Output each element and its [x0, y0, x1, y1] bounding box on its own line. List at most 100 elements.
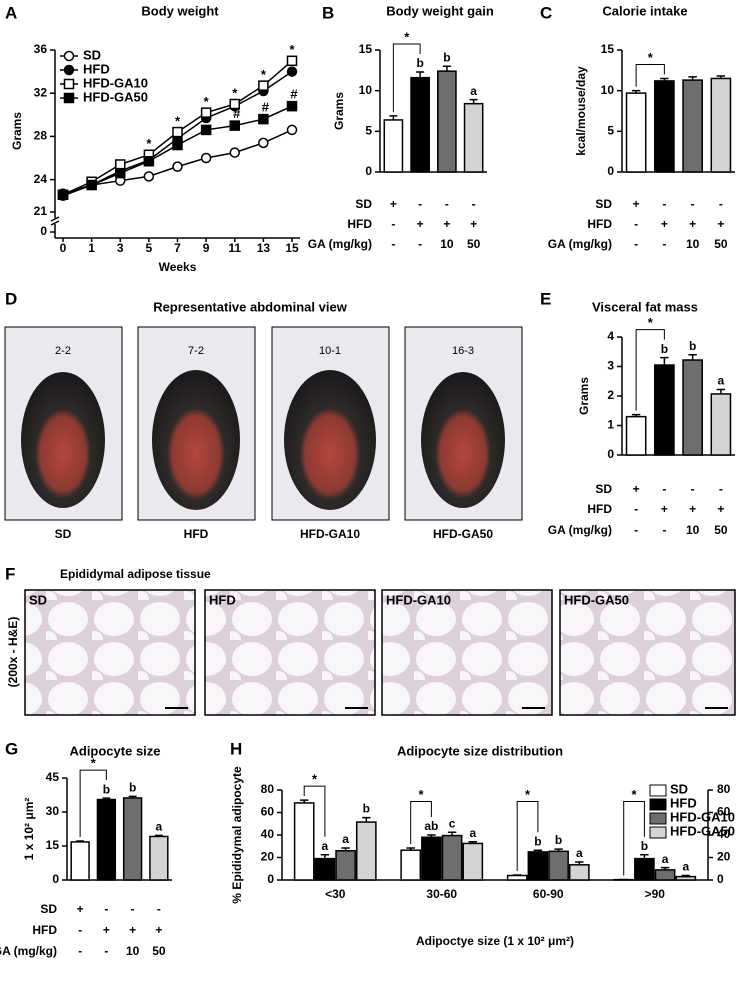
y-tick-label: 0: [267, 872, 274, 886]
x-tick-label: 5: [146, 241, 153, 255]
table-cell: +: [633, 482, 640, 496]
table-cell: -: [78, 923, 82, 937]
photo-tag: 2-2: [55, 345, 71, 357]
chart-title: Body weight gain: [386, 3, 494, 18]
significance-letter: b: [661, 342, 668, 356]
histology-image: [381, 589, 553, 716]
panel-letter: G: [5, 739, 18, 758]
table-cell: -: [391, 237, 395, 251]
table-cell: -: [157, 902, 161, 916]
bar: [682, 359, 703, 456]
histology-image: [559, 589, 736, 716]
bar: [463, 102, 484, 173]
error-bar: [102, 797, 111, 800]
table-cell: 50: [152, 944, 166, 958]
y-tick-label: 0: [607, 164, 614, 178]
significance-bracket: [303, 785, 326, 837]
table-cell: -: [634, 217, 638, 231]
chart-title: Body weight: [141, 3, 219, 18]
y-tick-label: 10: [359, 83, 373, 97]
annotation: *: [175, 114, 181, 129]
x-tick-label: 15: [285, 241, 299, 255]
bar: [437, 70, 457, 173]
significance-bracket: [79, 769, 107, 838]
marker: [286, 55, 298, 67]
significance-letter: b: [641, 839, 648, 853]
bar: [462, 842, 484, 881]
legend-swatch: [649, 826, 667, 839]
error-bar: [660, 356, 669, 366]
y-axis-label: Grams: [577, 377, 591, 415]
chart-title: Visceral fat mass: [592, 299, 698, 314]
bar: [383, 119, 404, 173]
error-bar: [716, 388, 726, 394]
photo-label: SD: [55, 527, 72, 541]
significance-letter: b: [129, 781, 136, 795]
legend-swatch: [649, 798, 667, 811]
significance-letter: a: [470, 84, 477, 98]
significance-label: *: [419, 787, 425, 802]
annotation: *: [146, 136, 152, 151]
y-tick-label: 0: [607, 447, 614, 461]
error-bar: [640, 853, 649, 859]
x-tick-label: 7: [174, 241, 181, 255]
bar: [70, 841, 90, 881]
marker: [258, 137, 269, 149]
legend-label: HFD-GA50: [670, 823, 735, 838]
error-bar: [299, 799, 309, 803]
marker: [258, 80, 269, 91]
error-bar: [660, 866, 670, 870]
panel-letter: C: [540, 3, 552, 22]
photo-tag: 7-2: [188, 345, 204, 357]
significance-label: *: [648, 315, 654, 330]
y-tick-label: 2: [607, 388, 614, 402]
table-cell: -: [131, 902, 135, 916]
y-tick-label: 3: [607, 359, 614, 373]
table-row-label: GA (mg/kg): [0, 944, 57, 958]
significance-letter: b: [443, 50, 450, 64]
chart-title: Adipocyte size: [69, 743, 160, 758]
table-row-label: SD: [595, 197, 612, 211]
table-cell: 10: [126, 944, 140, 958]
marker: [172, 126, 183, 138]
table-cell: +: [689, 502, 696, 516]
table-row-label: HFD: [587, 502, 612, 516]
error-bar: [533, 849, 543, 852]
table-cell: -: [634, 502, 638, 516]
annotation: *: [204, 94, 210, 109]
table-cell: +: [129, 923, 136, 937]
image-label: SD: [29, 592, 47, 607]
y-tick-label: 0: [52, 872, 59, 886]
x-tick-label: 3: [117, 241, 124, 255]
table-row-label: GA (mg/kg): [308, 237, 372, 251]
significance-letter: c: [449, 816, 456, 830]
panel-letter: H: [230, 739, 242, 758]
y-tick-label: 80: [717, 782, 731, 796]
bar: [400, 849, 422, 881]
error-bar: [512, 874, 522, 876]
legend-label: SD: [83, 47, 101, 62]
error-bar: [416, 71, 425, 78]
photo-label: HFD: [184, 527, 209, 541]
error-bar: [681, 874, 691, 877]
marker: [200, 152, 212, 164]
image-label: HFD-GA10: [386, 592, 451, 607]
x-tick-label: 30-60: [426, 887, 457, 901]
table-row-label: HFD: [587, 217, 612, 231]
y-tick-label: 0: [40, 224, 47, 238]
table-cell: -: [719, 197, 723, 211]
panel-letter: E: [540, 289, 551, 308]
table-cell: 50: [714, 523, 728, 537]
error-bar: [154, 834, 163, 837]
error-bar: [341, 847, 350, 851]
table-cell: +: [390, 197, 397, 211]
error-bar: [128, 795, 137, 798]
error-bar: [76, 840, 85, 842]
bar: [149, 835, 169, 881]
y-tick-label: 80: [261, 782, 275, 796]
bar: [634, 857, 655, 881]
table-row-label: SD: [595, 482, 612, 496]
significance-label: *: [525, 787, 531, 802]
marker: [143, 171, 155, 182]
significance-letter: a: [718, 374, 725, 388]
